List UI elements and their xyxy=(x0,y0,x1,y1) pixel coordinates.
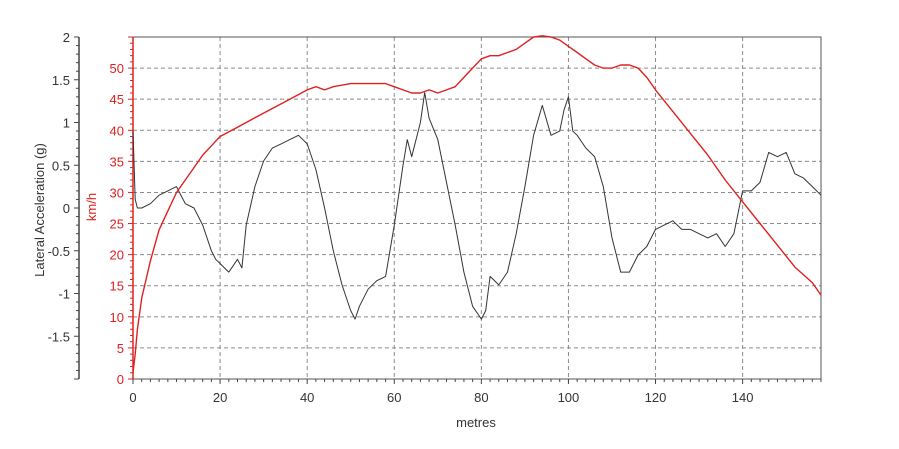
y-axis-inner-tick-label: 15 xyxy=(110,279,124,294)
y-axis-inner-tick-label: 10 xyxy=(110,310,124,325)
x-axis-tick-label: 20 xyxy=(213,390,227,405)
x-axis-tick-label: 100 xyxy=(558,390,580,405)
y-axis-inner-tick-label: 35 xyxy=(110,154,124,169)
x-axis-tick-label: 120 xyxy=(645,390,667,405)
x-axis-tick-label: 40 xyxy=(300,390,314,405)
axes-layer xyxy=(74,36,822,384)
y-axis-left-tick-label: 1.5 xyxy=(52,73,70,88)
ticks-layer: 21.510.50-0.5-1-1.5504540353025201510500… xyxy=(48,30,754,405)
x-axis-tick-label: 0 xyxy=(129,390,136,405)
y-axis-inner-title: km/h xyxy=(84,193,99,221)
y-axis-inner-tick-label: 0 xyxy=(117,372,124,387)
series-lateral-acceleration-line xyxy=(132,92,822,320)
y-axis-inner-tick-label: 25 xyxy=(110,217,124,232)
y-axis-inner-tick-label: 50 xyxy=(110,61,124,76)
x-axis-title: metres xyxy=(456,415,496,430)
y-axis-left-tick-label: 0 xyxy=(63,201,70,216)
y-axis-inner-tick-label: 5 xyxy=(117,341,124,356)
x-axis-tick-label: 80 xyxy=(474,390,488,405)
y-axis-left-tick-label: 0.5 xyxy=(52,158,70,173)
y-axis-left-tick-label: 2 xyxy=(63,30,70,45)
x-axis-tick-label: 140 xyxy=(732,390,754,405)
y-axis-inner-tick-label: 20 xyxy=(110,248,124,263)
y-axis-left-title: Lateral Acceleration (g) xyxy=(32,143,47,277)
y-axis-left-tick-label: -1.5 xyxy=(48,329,70,344)
series-speed-line xyxy=(132,35,822,373)
y-axis-inner-tick-label: 30 xyxy=(110,185,124,200)
y-axis-left-tick-label: -1 xyxy=(58,287,70,302)
plot-frame xyxy=(132,36,822,380)
y-axis-left-tick-label: 1 xyxy=(63,116,70,131)
y-axis-inner-tick-label: 45 xyxy=(110,92,124,107)
y-axis-left-tick-label: -0.5 xyxy=(48,244,70,259)
x-axis-tick-label: 60 xyxy=(387,390,401,405)
grid-layer xyxy=(133,36,821,379)
series-layer xyxy=(132,35,822,373)
y-axis-inner-tick-label: 40 xyxy=(110,123,124,138)
